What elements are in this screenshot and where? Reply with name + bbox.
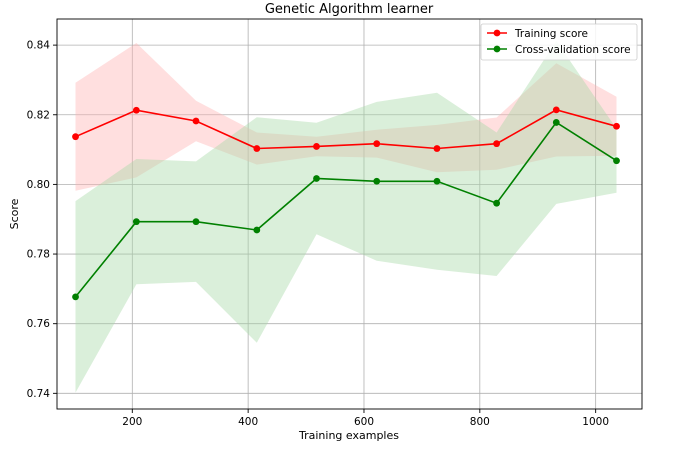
x-tick-label: 400 [238,416,258,428]
training-score-point [613,122,620,130]
cross-validation-score-point [493,199,501,207]
cross-validation-score-point [192,218,200,226]
grid [57,19,642,409]
legend: Training score Cross-validation score [480,23,638,61]
x-tick-label: 600 [354,416,374,428]
cross-validation-score-point [313,175,320,182]
training-score-point [253,145,261,152]
cross-validation-score-band [75,40,617,393]
y-tick-label: 0.74 [27,388,51,400]
y-tick-label: 0.84 [27,40,51,52]
y-axis-label: Score [8,198,21,229]
training-score-point [132,106,140,114]
training-score-point [493,140,501,148]
x-tick-label: 800 [470,416,490,428]
cross-validation-score-point [132,218,140,226]
confidence-bands [75,40,617,393]
legend-training-score-label: Training score [514,28,588,40]
cross-validation-score-point [552,119,560,126]
y-tick-label: 0.82 [27,109,50,121]
plot-frame [56,18,643,410]
x-axis-ticks: 200 400 600 800 1000 [122,409,609,428]
legend-box [480,23,638,61]
series-lines [74,109,617,298]
training-score-point [313,143,320,150]
x-tick-label: 1000 [582,416,609,428]
legend-cross-validation-score-marker [493,45,501,53]
training-score-point [192,117,200,125]
training-score-line [75,109,617,150]
cross-validation-score-point [253,226,261,234]
series-points [72,106,620,301]
training-score-point [373,140,381,148]
cross-validation-score-point [373,177,381,185]
training-score-point [433,145,441,152]
training-score-band [75,43,617,191]
chart-title: Genetic Algorithm learner [265,2,434,17]
legend-cross-validation-score-label: Cross-validation score [515,44,631,56]
legend-training-score-marker [493,29,501,37]
y-axis-ticks: 0.74 0.76 0.78 0.80 0.82 0.84 [27,40,57,400]
training-score-point [552,106,560,114]
cross-validation-score-point [613,157,620,165]
cross-validation-score-point [433,177,441,185]
cross-validation-score-point [72,293,79,301]
y-tick-label: 0.80 [27,179,50,191]
training-score-point [72,133,79,141]
y-tick-label: 0.76 [27,318,51,330]
y-tick-label: 0.78 [27,249,50,261]
x-axis-label: Training examples [298,429,399,442]
cross-validation-score-line [74,121,617,298]
x-tick-label: 200 [122,416,142,428]
